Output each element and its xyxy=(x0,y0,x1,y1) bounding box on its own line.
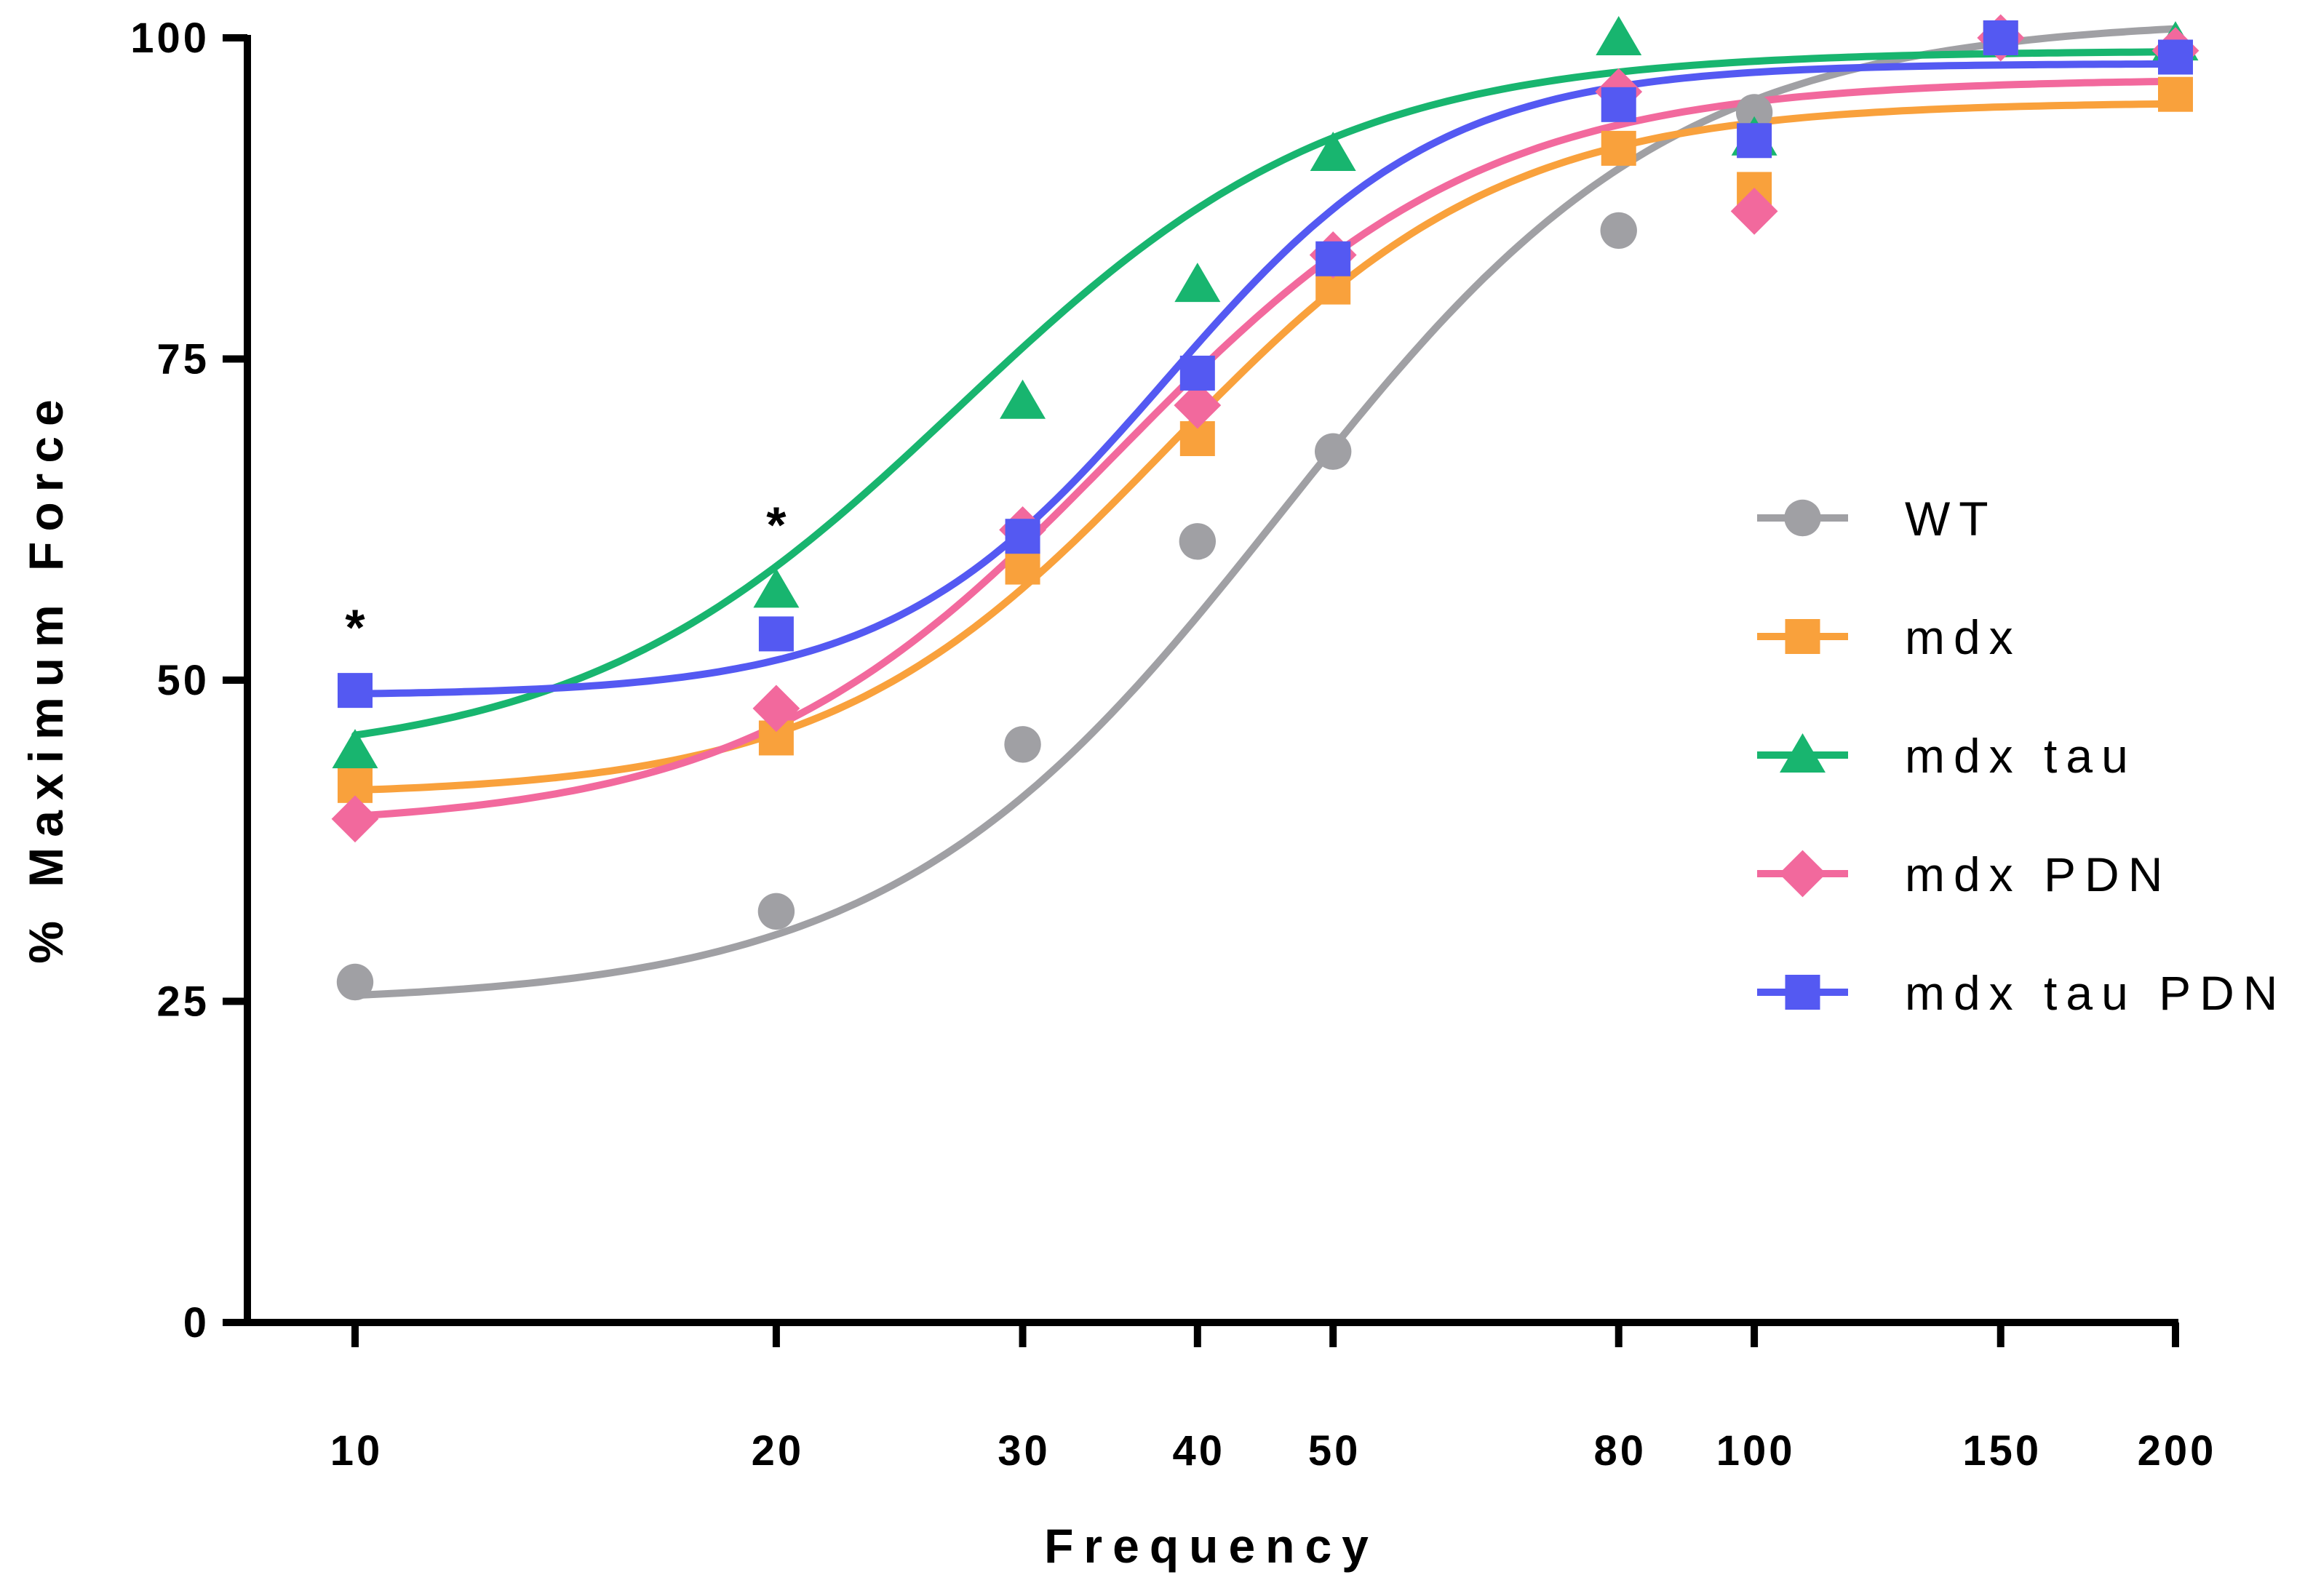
legend-item: WT xyxy=(1757,492,1997,546)
x-tick-label: 80 xyxy=(1593,1427,1647,1475)
x-tick-label: 30 xyxy=(998,1427,1051,1475)
y-axis-title: % Maximum Force xyxy=(19,389,73,964)
data-point-mdx-tau xyxy=(1596,16,1642,55)
x-tick-label: 100 xyxy=(1716,1427,1796,1475)
data-point-mdx xyxy=(1601,130,1636,166)
fit-curves-layer xyxy=(351,25,2179,1000)
data-point-wt xyxy=(1600,212,1637,250)
y-tick-label: 100 xyxy=(130,15,210,62)
data-point-mdx-tau xyxy=(1174,263,1221,303)
data-point-wt xyxy=(757,893,795,930)
axes-layer: 0 25 50 75 100 10 20 30 40 50 80 100 150 200 xyxy=(130,15,2217,1475)
fit-curve-mdx xyxy=(351,100,2179,794)
data-point-wt xyxy=(336,963,374,1001)
data-point-mdx-tau-pdn xyxy=(758,616,794,652)
fit-curve-wt xyxy=(351,25,2179,1000)
data-point-mdx-tau-pdn xyxy=(1737,123,1772,159)
data-point-wt xyxy=(1004,726,1041,763)
data-points-layer xyxy=(331,14,2199,1001)
x-tick-label: 50 xyxy=(1308,1427,1361,1475)
legend-item: mdx xyxy=(1757,610,2022,664)
data-point-mdx-tau xyxy=(1000,379,1046,419)
legend-label: mdx xyxy=(1905,610,2022,664)
data-point-mdx-tau-pdn xyxy=(2158,39,2193,75)
legend-item: mdx tau xyxy=(1757,729,2137,783)
annotations-layer: ** xyxy=(345,496,787,655)
data-point-mdx-tau-pdn xyxy=(1601,87,1636,122)
y-tick-label: 25 xyxy=(156,978,210,1026)
x-tick-label: 40 xyxy=(1173,1427,1226,1475)
x-tick-label: 10 xyxy=(330,1427,383,1475)
y-tick-label: 75 xyxy=(156,336,210,383)
data-point-mdx-tau xyxy=(332,729,378,769)
fit-curve-mdx-tau xyxy=(351,48,2179,739)
x-tick-label: 200 xyxy=(2138,1427,2217,1475)
data-point-mdx-pdn xyxy=(1174,381,1222,429)
data-point-mdx-tau xyxy=(753,568,800,608)
data-point-mdx-tau-pdn xyxy=(1179,355,1215,391)
data-point-wt xyxy=(1314,433,1352,470)
data-point-wt xyxy=(1179,523,1217,560)
data-point-mdx-tau xyxy=(1310,131,1356,171)
legend-marker xyxy=(1780,733,1826,773)
x-tick-label: 20 xyxy=(752,1427,805,1475)
legend-label: mdx PDN xyxy=(1905,847,2171,901)
data-point-mdx-pdn xyxy=(1730,188,1778,235)
data-point-mdx-tau-pdn xyxy=(1983,20,2018,55)
legend-marker xyxy=(1784,499,1821,537)
fit-curve-mdx-pdn xyxy=(351,77,2179,820)
significance-asterisk: * xyxy=(345,599,365,656)
data-point-mdx-tau-pdn xyxy=(1315,241,1351,276)
data-point-mdx xyxy=(1005,549,1040,585)
legend-label: WT xyxy=(1905,492,1997,546)
y-tick-label: 50 xyxy=(156,657,210,704)
legend-label: mdx tau PDN xyxy=(1905,966,2286,1020)
y-tick-label: 0 xyxy=(183,1299,210,1346)
legend-label: mdx tau xyxy=(1905,729,2137,783)
data-point-mdx-pdn xyxy=(752,685,800,733)
significance-asterisk: * xyxy=(766,496,787,553)
data-point-wt xyxy=(1735,94,1773,131)
data-point-mdx-pdn xyxy=(331,795,379,843)
x-axis-title: Frequency xyxy=(1044,1519,1379,1573)
legend-layer: WT mdx mdx tau mdx PDN mdx tau PDN xyxy=(1757,492,2286,1020)
x-tick-label: 150 xyxy=(1962,1427,2042,1475)
fit-curve-mdx-tau-pdn xyxy=(351,60,2179,698)
data-point-mdx-tau-pdn xyxy=(338,673,373,709)
legend-item: mdx PDN xyxy=(1757,847,2171,901)
data-point-mdx xyxy=(2158,76,2193,112)
legend-marker xyxy=(1785,975,1820,1010)
legend-marker xyxy=(1779,850,1826,898)
data-point-mdx-tau-pdn xyxy=(1005,519,1040,554)
legend-item: mdx tau PDN xyxy=(1757,966,2286,1020)
legend-marker xyxy=(1785,619,1820,654)
